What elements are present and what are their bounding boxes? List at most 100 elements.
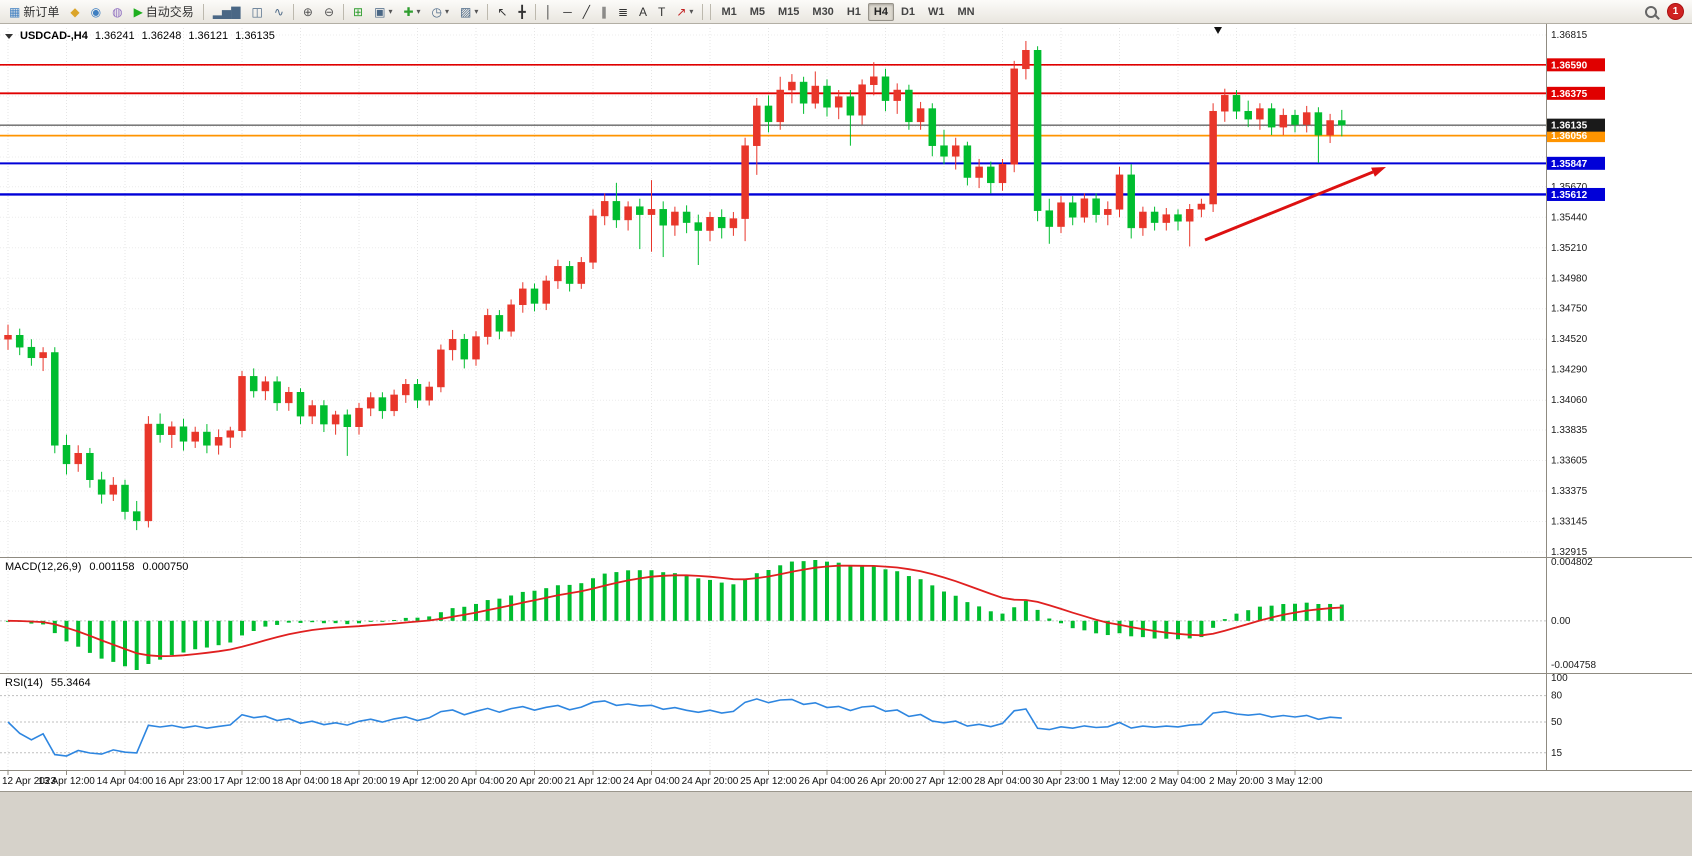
svg-text:1.35612: 1.35612 (1551, 190, 1588, 201)
macd-label: MACD(12,26,9) 0.001158 0.000750 (5, 561, 188, 573)
zoom-in-button[interactable]: ⊕ (298, 2, 318, 22)
trendline-button[interactable]: ╱ (578, 2, 595, 22)
trend-arrow[interactable] (1204, 170, 1374, 242)
fibonacci-icon: ≣ (617, 4, 628, 19)
svg-text:20 Apr 20:00: 20 Apr 20:00 (506, 776, 563, 787)
text-button[interactable]: A (634, 2, 652, 22)
channel-button[interactable]: ∥ (596, 2, 612, 22)
svg-text:1.36375: 1.36375 (1551, 89, 1588, 100)
chevron-down-icon: ▾ (689, 7, 694, 16)
toolbar-separator (343, 3, 345, 20)
timeframe-m15-button[interactable]: M15 (772, 3, 805, 21)
charts-button[interactable]: ◆ (65, 2, 84, 22)
rsi-label: RSI(14) 55.3464 (5, 677, 91, 689)
svg-text:1.34290: 1.34290 (1551, 365, 1588, 376)
annotations[interactable] (1204, 27, 1386, 242)
svg-text:27 Apr 12:00: 27 Apr 12:00 (916, 776, 973, 787)
notification-badge[interactable]: 1 (1667, 3, 1684, 20)
timeframe-mn-button[interactable]: MN (952, 3, 981, 21)
svg-text:18 Apr 20:00: 18 Apr 20:00 (331, 776, 388, 787)
svg-text:26 Apr 04:00: 26 Apr 04:00 (799, 776, 856, 787)
candlestick-mode-button[interactable]: ◫ (247, 2, 268, 22)
horizontal-line-icon: ─ (563, 4, 572, 19)
svg-text:1.35210: 1.35210 (1551, 243, 1588, 254)
svg-text:20 Apr 04:00: 20 Apr 04:00 (448, 776, 505, 787)
tile-windows-icon: ⊞ (353, 4, 364, 19)
auto-arrange-button[interactable]: ▣ ▾ (369, 2, 397, 22)
svg-text:13 Apr 12:00: 13 Apr 12:00 (38, 776, 95, 787)
cursor-button[interactable]: ↖ (492, 2, 512, 22)
zoom-in-icon: ⊕ (302, 4, 313, 19)
search-icon[interactable] (1643, 4, 1660, 20)
timeframe-m5-button[interactable]: M5 (744, 3, 771, 21)
svg-text:17 Apr 12:00: 17 Apr 12:00 (214, 776, 271, 787)
chevron-down-icon: ▾ (388, 7, 393, 16)
new-order-button[interactable]: ▦ 新订单 (4, 2, 64, 22)
vertical-line-icon: │ (544, 4, 553, 19)
svg-text:24 Apr 04:00: 24 Apr 04:00 (623, 776, 680, 787)
svg-text:1.36135: 1.36135 (1551, 121, 1588, 132)
auto-trading-button[interactable]: ▶ 自动交易 (129, 2, 199, 22)
news-button[interactable]: ◍ (107, 2, 127, 22)
bar-chart-mode-button[interactable]: ▂▅▇ (208, 2, 246, 22)
chevron-down-icon: ▾ (416, 7, 421, 16)
templates-button[interactable]: ▨ ▾ (455, 2, 483, 22)
zoom-out-icon: ⊖ (323, 4, 335, 19)
tile-windows-button[interactable]: ⊞ (348, 2, 368, 22)
svg-text:14 Apr 04:00: 14 Apr 04:00 (97, 776, 154, 787)
timeframe-w1-button[interactable]: W1 (922, 3, 951, 21)
timeframe-h1-button[interactable]: H1 (841, 3, 867, 21)
svg-text:100: 100 (1551, 673, 1568, 684)
timeframe-h4-button[interactable]: H4 (867, 2, 894, 21)
cursor-icon: ↖ (497, 4, 508, 19)
top-marker-icon[interactable] (1214, 27, 1222, 34)
svg-text:19 Apr 12:00: 19 Apr 12:00 (389, 776, 446, 787)
indicators-button[interactable]: ✚ ▾ (398, 2, 425, 22)
zoom-out-button[interactable]: ⊖ (319, 2, 339, 22)
template-icon: ▨ (460, 4, 472, 19)
rsi-line (7, 698, 1342, 757)
svg-text:15: 15 (1551, 748, 1563, 759)
symbol-period-label: USDCAD-,H4 (20, 30, 88, 42)
svg-text:1.34750: 1.34750 (1551, 304, 1588, 315)
line-chart-mode-button[interactable]: ∿ (269, 2, 289, 22)
svg-text:1.35440: 1.35440 (1551, 212, 1588, 223)
toolbar-main: ▦ 新订单 ◆ ◉ ◍ ▶ 自动交易 ▂▅▇ ◫ ∿ ⊕ ⊖ ⊞ ▣ ▾ ✚ ▾ ◷ ▾ ▨ ▾ ↖ ╋ │ ─ ╱ ∥ ≣ A T ↗ ▾ M… (4, 2, 981, 22)
timeframe-m30-button[interactable]: M30 (806, 3, 839, 21)
candlestick-icon: ◫ (251, 4, 263, 19)
timeframe-d1-button[interactable]: D1 (895, 3, 921, 21)
collapse-chart-icon[interactable] (5, 33, 13, 39)
vertical-line-button[interactable]: │ (540, 2, 558, 22)
periods-button[interactable]: ◷ ▾ (427, 2, 455, 22)
grid-lines (0, 28, 1546, 770)
chart-canvas[interactable]: 1.36815 1.35670 1.35440 1.35210 1.34980 1.347… (0, 24, 1692, 856)
svg-text:80: 80 (1551, 691, 1563, 702)
ohlc-low: 1.36121 (188, 30, 229, 42)
text-icon: A (639, 4, 648, 19)
price-level-lines[interactable] (0, 64, 1546, 196)
ohlc-close: 1.36135 (235, 30, 275, 42)
fibonacci-button[interactable]: ≣ (613, 2, 633, 22)
svg-text:2 May 04:00: 2 May 04:00 (1150, 776, 1205, 787)
arrow-objects-button[interactable]: ↗ ▾ (671, 2, 698, 22)
toolbar-separator (487, 3, 489, 20)
toolbar-separator (202, 3, 204, 20)
svg-text:0.00: 0.00 (1551, 616, 1571, 627)
svg-text:1.35847: 1.35847 (1551, 159, 1588, 170)
symbol-title: USDCAD-,H4 1.36241 1.36248 1.36121 1.361… (5, 30, 275, 42)
candles (4, 40, 1346, 531)
toolbar-separator (292, 3, 294, 20)
ohlc-open: 1.36241 (94, 30, 135, 42)
svg-text:12 Apr 2023: 12 Apr 2023 (2, 776, 56, 787)
profiles-button[interactable]: ◉ (86, 2, 106, 22)
horizontal-line-button[interactable]: ─ (558, 2, 577, 22)
crosshair-button[interactable]: ╋ (513, 2, 530, 22)
svg-text:16 Apr 23:00: 16 Apr 23:00 (155, 776, 212, 787)
arrow-objects-icon: ↗ (676, 4, 687, 19)
indicators-icon: ✚ (403, 4, 414, 19)
text-label-button[interactable]: T (653, 2, 670, 22)
channel-icon: ∥ (600, 4, 607, 19)
timeframe-m1-button[interactable]: M1 (715, 3, 742, 21)
svg-text:21 Apr 12:00: 21 Apr 12:00 (565, 776, 622, 787)
